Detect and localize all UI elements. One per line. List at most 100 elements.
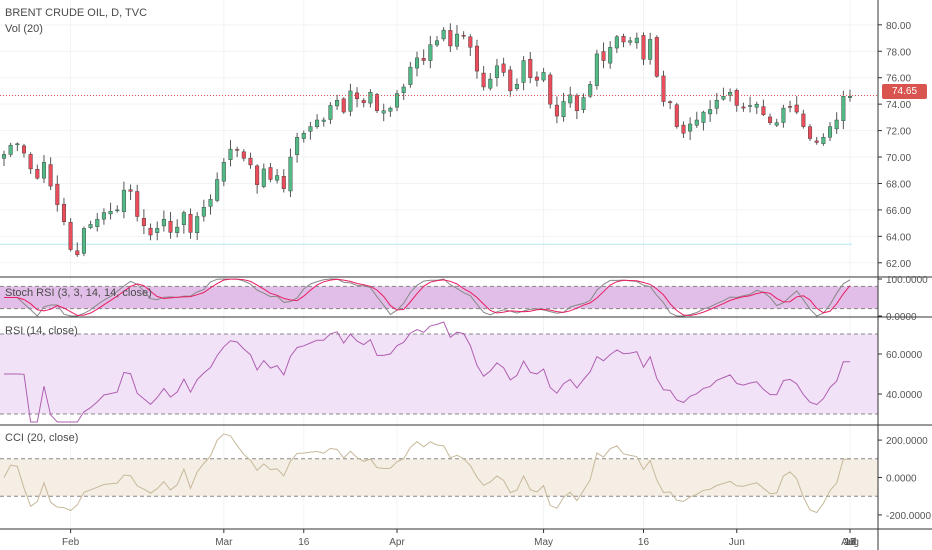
candle[interactable] — [55, 175, 60, 212]
candle[interactable] — [814, 136, 819, 145]
candle[interactable] — [741, 102, 746, 112]
stoch-rsi-pane[interactable] — [4, 278, 851, 317]
candle[interactable] — [275, 168, 280, 184]
candle[interactable] — [841, 90, 846, 130]
candle[interactable] — [421, 49, 426, 65]
candle[interactable] — [175, 219, 180, 238]
candle[interactable] — [121, 181, 126, 219]
candle[interactable] — [321, 117, 326, 127]
candle[interactable] — [834, 112, 839, 134]
candle[interactable] — [488, 73, 493, 91]
candle[interactable] — [8, 142, 13, 158]
candle[interactable] — [241, 149, 246, 162]
candle[interactable] — [95, 213, 100, 232]
candle[interactable] — [528, 51, 533, 84]
candle[interactable] — [521, 56, 526, 91]
candle[interactable] — [228, 139, 233, 167]
candle[interactable] — [501, 57, 506, 77]
candle[interactable] — [268, 163, 273, 183]
candle[interactable] — [574, 93, 579, 120]
cci-line[interactable] — [3, 433, 851, 514]
candle[interactable] — [821, 133, 826, 146]
candle[interactable] — [108, 202, 113, 220]
candle[interactable] — [361, 98, 366, 108]
candle[interactable] — [215, 172, 220, 203]
candle[interactable] — [548, 72, 553, 109]
candle[interactable] — [75, 242, 80, 257]
candle[interactable] — [428, 35, 433, 69]
candle[interactable] — [474, 39, 479, 79]
candle[interactable] — [68, 218, 73, 252]
candle[interactable] — [61, 197, 66, 226]
candle[interactable] — [801, 109, 806, 129]
candle[interactable] — [328, 102, 333, 124]
candle[interactable] — [594, 49, 599, 90]
candle[interactable] — [301, 130, 306, 143]
candle[interactable] — [828, 122, 833, 142]
candle[interactable] — [155, 221, 160, 241]
candle[interactable] — [561, 92, 566, 122]
candle[interactable] — [401, 83, 406, 100]
candle[interactable] — [794, 96, 799, 115]
candle[interactable] — [101, 208, 106, 225]
candle[interactable] — [788, 100, 793, 113]
candle[interactable] — [694, 111, 699, 128]
candle[interactable] — [648, 32, 653, 65]
candle[interactable] — [141, 209, 146, 235]
candle[interactable] — [641, 32, 646, 66]
candle[interactable] — [195, 212, 200, 241]
candle[interactable] — [221, 158, 226, 187]
candle[interactable] — [441, 27, 446, 42]
candle[interactable] — [15, 142, 20, 152]
candle[interactable] — [668, 100, 673, 110]
candle[interactable] — [481, 66, 486, 91]
candle[interactable] — [315, 114, 320, 129]
candle[interactable] — [115, 205, 120, 213]
candle[interactable] — [2, 150, 6, 166]
rsi-line[interactable] — [4, 321, 850, 423]
candle[interactable] — [375, 92, 380, 114]
candle[interactable] — [588, 81, 593, 99]
candle[interactable] — [168, 211, 173, 239]
candle[interactable] — [181, 210, 186, 234]
candle[interactable] — [734, 88, 739, 112]
candle[interactable] — [654, 35, 659, 78]
candle[interactable] — [448, 23, 453, 52]
candle[interactable] — [381, 103, 386, 122]
candle[interactable] — [634, 32, 639, 49]
candle[interactable] — [781, 104, 786, 128]
candle[interactable] — [415, 51, 420, 77]
cci-pane[interactable] — [3, 433, 851, 514]
candle[interactable] — [255, 164, 260, 194]
candle[interactable] — [388, 106, 393, 117]
candle[interactable] — [368, 89, 373, 108]
candle[interactable] — [128, 184, 133, 200]
candle[interactable] — [581, 93, 586, 114]
rsi-pane[interactable] — [4, 321, 850, 423]
candle[interactable] — [208, 194, 213, 215]
candle[interactable] — [148, 223, 153, 241]
candle[interactable] — [395, 90, 400, 112]
candle[interactable] — [81, 226, 86, 257]
candle[interactable] — [541, 68, 546, 83]
candle[interactable] — [614, 34, 619, 54]
candle[interactable] — [621, 33, 626, 48]
candle[interactable] — [494, 58, 499, 87]
candle[interactable] — [348, 83, 353, 117]
candle[interactable] — [468, 34, 473, 56]
candle[interactable] — [748, 96, 753, 113]
candle[interactable] — [41, 154, 46, 184]
candle[interactable] — [281, 169, 286, 193]
candle[interactable] — [568, 86, 573, 108]
candle[interactable] — [768, 113, 773, 125]
candle[interactable] — [295, 132, 300, 163]
candle[interactable] — [754, 101, 759, 114]
candle[interactable] — [554, 96, 559, 124]
candle[interactable] — [308, 121, 313, 140]
candle[interactable] — [408, 61, 413, 88]
candle[interactable] — [135, 184, 140, 222]
candle[interactable] — [701, 110, 706, 131]
candle[interactable] — [235, 146, 240, 158]
candle[interactable] — [728, 88, 733, 102]
candle[interactable] — [714, 92, 719, 115]
